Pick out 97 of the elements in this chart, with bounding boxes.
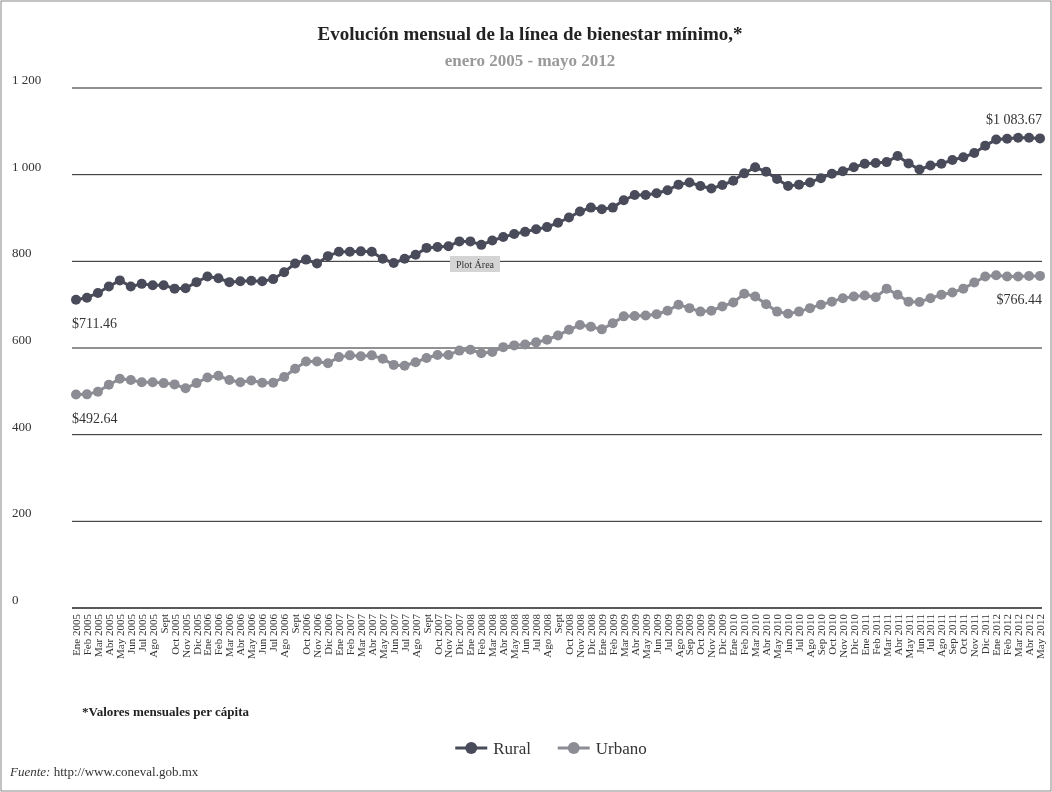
chart-title: Evolución mensual de la línea de bienestar mínimo,* bbox=[317, 23, 743, 44]
x-tick-label: Mar 2011 bbox=[880, 614, 893, 657]
x-tick-label: Nov 2006 bbox=[311, 613, 323, 658]
x-tick-label: Dic 2008 bbox=[584, 613, 597, 655]
x-tick-label: Ago 2007 bbox=[409, 613, 422, 658]
x-tick-label: Ene 2007 bbox=[332, 613, 345, 656]
x-tick-label: Feb 2010 bbox=[738, 613, 751, 656]
x-tick-label: May 2005 bbox=[113, 613, 126, 659]
x-tick-label: Ene 2008 bbox=[464, 613, 477, 656]
x-tick-label: Ago 2008 bbox=[541, 613, 554, 658]
x-tick-label: Ene 2012 bbox=[990, 614, 1003, 656]
x-tick-label: Nov 2008 bbox=[573, 613, 586, 658]
x-tick-label: Dic 2011 bbox=[979, 614, 992, 655]
x-tick-label: Jul 2007 bbox=[398, 613, 411, 652]
x-tick-label: Feb 2009 bbox=[606, 613, 619, 656]
x-tick-label: Jun 2006 bbox=[256, 613, 269, 655]
x-tick-label: Jun 2008 bbox=[519, 613, 532, 655]
legend-label: Urbano bbox=[595, 739, 647, 758]
x-tick-label: Mar 2005 bbox=[91, 613, 104, 658]
data-label: $1 083.67 bbox=[986, 112, 1042, 128]
x-tick-label: Oct 2006 bbox=[300, 613, 313, 655]
x-tick-label: Oct 2009 bbox=[694, 613, 707, 655]
x-tick-label: Abr 2010 bbox=[760, 613, 773, 656]
x-tick-label: Abr 2012 bbox=[1023, 614, 1036, 656]
x-tick-label: Mar 2007 bbox=[354, 613, 367, 658]
x-tick-label: Sept bbox=[157, 614, 170, 634]
x-tick-label: May 2009 bbox=[639, 613, 652, 659]
x-tick-label: Abr 2006 bbox=[234, 613, 247, 656]
y-tick-label: 1 200 bbox=[12, 72, 42, 87]
x-tick-label: Dic 2006 bbox=[321, 613, 334, 655]
x-tick-label: Feb 2011 bbox=[869, 614, 882, 655]
x-tick-label: Feb 2012 bbox=[1001, 614, 1014, 656]
source-note: Fuente: http://www.coneval.gob.mx bbox=[9, 764, 199, 779]
x-tick-label: Dic 2007 bbox=[453, 613, 466, 655]
x-tick-label: Mar 2010 bbox=[749, 613, 762, 658]
x-tick-label: Ago 2009 bbox=[672, 613, 685, 658]
x-tick-label: Nov 2011 bbox=[968, 614, 981, 658]
chart-subtitle: enero 2005 - mayo 2012 bbox=[444, 51, 616, 70]
x-tick-label: Ago 2006 bbox=[278, 613, 291, 658]
x-tick-label: Nov 2007 bbox=[442, 613, 455, 658]
x-tick-label: Ago 2005 bbox=[146, 613, 159, 658]
x-tick-label: Ene 2009 bbox=[595, 613, 608, 656]
legend-label: Rural bbox=[493, 739, 532, 758]
x-tick-label: Ene 2010 bbox=[727, 613, 740, 656]
x-tick-label: May 2008 bbox=[508, 613, 521, 659]
x-tick-label: Oct 2011 bbox=[957, 614, 970, 655]
x-tick-label: Jul 2006 bbox=[267, 613, 280, 652]
x-tick-label: Dic 2010 bbox=[847, 613, 860, 655]
x-tick-label: Sep 2011 bbox=[946, 614, 959, 655]
x-tick-label: Jul 2011 bbox=[924, 614, 937, 652]
x-tick-label: Sept bbox=[552, 614, 564, 634]
x-tick-label: Dic 2009 bbox=[716, 613, 729, 655]
data-label: $492.64 bbox=[72, 410, 118, 426]
x-tick-label: Nov 2010 bbox=[836, 613, 849, 658]
x-tick-label: Feb 2007 bbox=[343, 613, 356, 656]
x-tick-label: Mar 2008 bbox=[486, 613, 499, 658]
x-tick-label: Abr 2005 bbox=[102, 613, 115, 656]
y-tick-label: 200 bbox=[12, 505, 32, 521]
x-tick-label: Mar 2012 bbox=[1012, 614, 1025, 658]
x-tick-label: Nov 2005 bbox=[179, 613, 192, 658]
data-label: $766.44 bbox=[996, 291, 1042, 307]
x-tick-label: Sept bbox=[289, 614, 302, 634]
y-tick-label: 600 bbox=[12, 332, 32, 347]
x-tick-label: May 2006 bbox=[245, 613, 258, 659]
x-tick-label: Dic 2005 bbox=[190, 613, 203, 655]
x-tick-label: Jul 2005 bbox=[135, 613, 148, 652]
x-tick-label: Abr 2011 bbox=[891, 614, 904, 656]
text: *Valores mensuales per cápita bbox=[82, 704, 250, 719]
x-tick-label: Mar 2006 bbox=[223, 613, 236, 658]
x-tick-label: Ene 2005 bbox=[70, 613, 82, 656]
x-tick-label: Abr 2009 bbox=[628, 613, 641, 656]
x-tick-label: May 2010 bbox=[771, 613, 784, 659]
x-tick-label: Ene 2006 bbox=[201, 613, 214, 656]
y-tick-label: 0 bbox=[12, 592, 19, 607]
x-tick-label: Jul 2009 bbox=[661, 613, 674, 652]
x-tick-label: May 2012 bbox=[1034, 614, 1046, 659]
x-tick-label: Abr 2007 bbox=[365, 613, 378, 656]
x-tick-label: May 2011 bbox=[902, 614, 915, 659]
x-tick-label: Jul 2010 bbox=[793, 613, 805, 652]
annotation: Plot Área bbox=[455, 259, 495, 270]
x-tick-label: Abr 2008 bbox=[497, 613, 510, 656]
x-tick-label: Ago 2011 bbox=[935, 614, 948, 658]
y-tick-label: 800 bbox=[12, 245, 32, 261]
x-tick-label: Ago 2010 bbox=[803, 613, 816, 658]
y-tick-label: 1 000 bbox=[12, 158, 42, 174]
x-tick-label: Nov 2009 bbox=[705, 613, 718, 658]
x-tick-label: May 2007 bbox=[376, 613, 389, 659]
x-tick-label: Jul 2008 bbox=[530, 613, 543, 652]
x-tick-label: Ene 2011 bbox=[858, 614, 871, 656]
data-label: $711.46 bbox=[72, 315, 117, 331]
x-tick-label: Feb 2008 bbox=[475, 613, 488, 656]
x-tick-label: Feb 2005 bbox=[80, 613, 93, 656]
x-tick-label: Jun 2010 bbox=[782, 613, 795, 655]
x-tick-label: Sept bbox=[420, 614, 433, 634]
y-tick-label: 400 bbox=[12, 418, 32, 434]
x-tick-label: Mar 2009 bbox=[617, 613, 630, 658]
x-tick-label: Feb 2006 bbox=[212, 613, 225, 656]
